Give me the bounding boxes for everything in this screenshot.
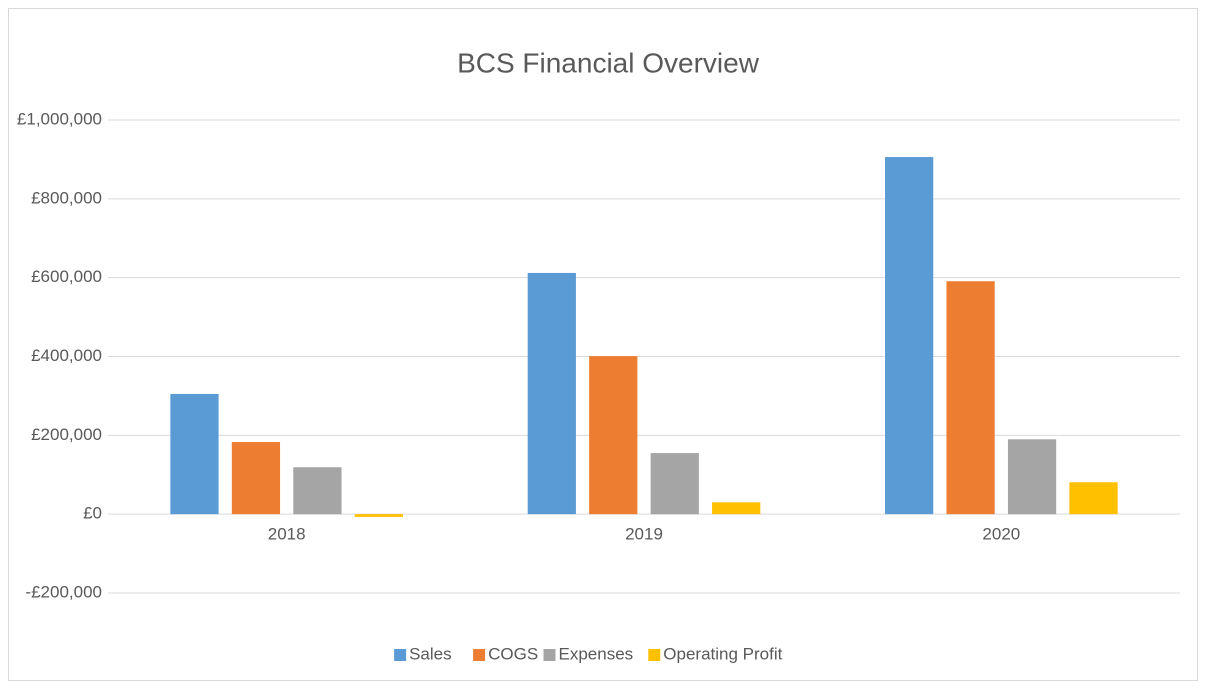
- bar: [1069, 482, 1118, 515]
- y-tick-label: £0: [83, 504, 102, 523]
- bar: [589, 356, 638, 515]
- legend-swatch: [394, 649, 407, 661]
- bar: [1007, 439, 1057, 515]
- bar: [170, 393, 219, 515]
- legend-label: Operating Profit: [663, 644, 782, 663]
- legend-swatch: [648, 649, 661, 661]
- y-tick-label: £800,000: [31, 188, 102, 207]
- x-tick-label: 2020: [982, 525, 1020, 544]
- legend-label: COGS: [488, 644, 538, 663]
- y-tick-label: -£200,000: [25, 582, 102, 601]
- legend-swatch: [543, 649, 556, 661]
- bar: [885, 157, 934, 515]
- chart-border: [8, 8, 1198, 681]
- bar: [231, 442, 281, 515]
- chart-title: BCS Financial Overview: [457, 47, 760, 78]
- bar: [650, 453, 699, 515]
- x-tick-label: 2019: [625, 525, 663, 544]
- y-tick-label: £200,000: [31, 425, 102, 444]
- y-tick-label: £600,000: [31, 267, 102, 286]
- bar: [293, 467, 342, 515]
- legend-swatch: [473, 649, 486, 661]
- bar: [712, 502, 761, 515]
- x-tick-label: 2018: [268, 525, 306, 544]
- y-tick-label: £1,000,000: [17, 109, 102, 128]
- legend-label: Expenses: [559, 644, 634, 663]
- bar: [527, 272, 576, 515]
- bar: [354, 514, 403, 517]
- legend-label: Sales: [409, 644, 452, 663]
- y-tick-label: £400,000: [31, 346, 102, 365]
- bar: [946, 281, 995, 515]
